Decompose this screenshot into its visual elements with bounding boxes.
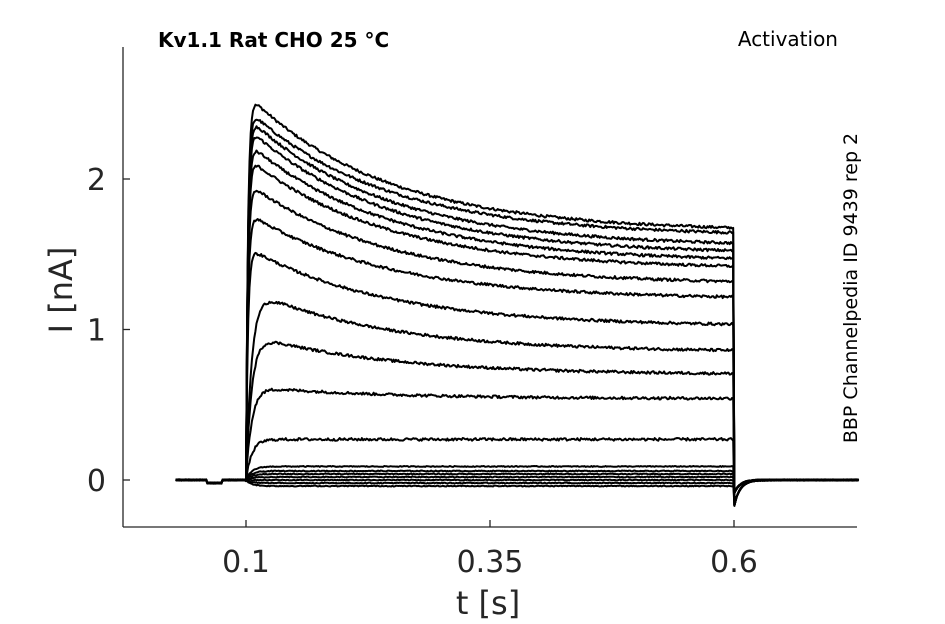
y-tick-label: 1 — [87, 314, 106, 349]
current-trace — [175, 472, 859, 507]
y-tick-label: 0 — [87, 464, 106, 499]
current-traces — [175, 103, 860, 507]
current-trace — [175, 251, 859, 494]
current-trace — [175, 478, 859, 507]
x-axis-label: t [s] — [456, 584, 520, 622]
current-trace — [175, 164, 859, 494]
source-label: BBP Channelpedia ID 9439 rep 2 — [840, 133, 862, 443]
x-tick-label: 0.35 — [457, 545, 524, 580]
chart-title: Kv1.1 Rat CHO 25 °C — [158, 28, 389, 52]
current-trace — [175, 136, 860, 506]
current-trace — [175, 218, 859, 494]
x-tick-label: 0.1 — [222, 545, 270, 580]
y-tick-label: 2 — [87, 163, 106, 198]
current-trace — [175, 478, 860, 494]
y-axis-label: I [nA] — [42, 247, 80, 334]
x-tick-label: 0.6 — [710, 545, 758, 580]
current-trace — [175, 118, 859, 495]
x-ticks: 0.1 0.35 0.6 — [222, 520, 758, 580]
y-ticks: 0 1 2 — [87, 163, 130, 499]
current-trace — [175, 189, 859, 507]
protocol-label: Activation — [738, 27, 838, 51]
